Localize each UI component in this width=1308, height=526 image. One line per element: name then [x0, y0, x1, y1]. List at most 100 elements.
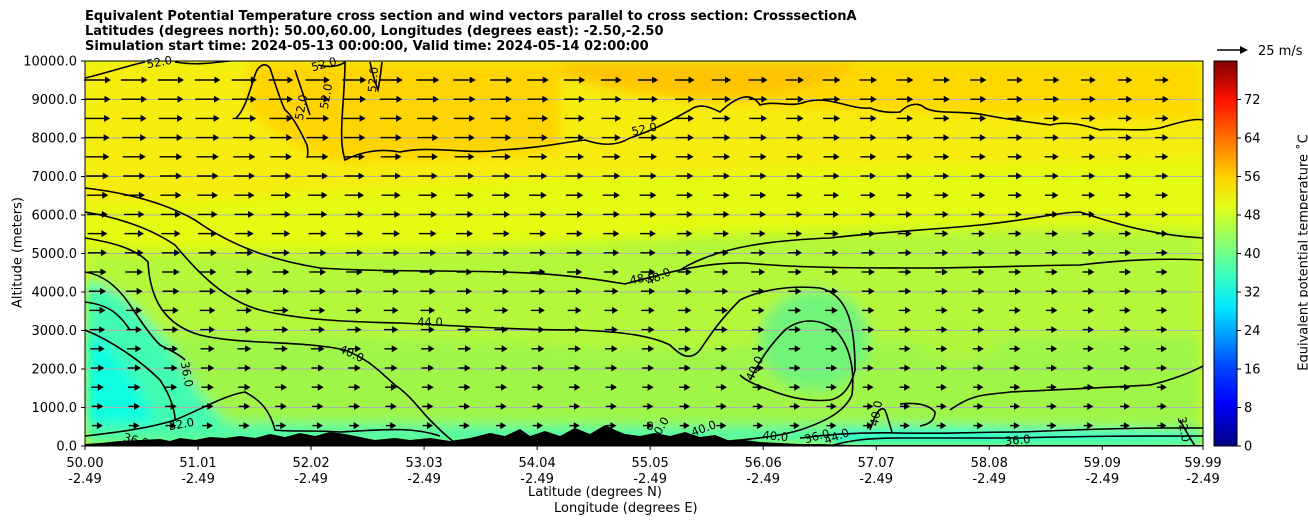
wind-vector-head-icon	[795, 268, 802, 276]
wind-vector-head-icon	[977, 402, 984, 410]
wind-vector-head-icon	[1160, 364, 1167, 372]
wind-vector-head-icon	[540, 191, 547, 199]
wind-vector-head-icon	[722, 287, 729, 295]
wind-vector-head-icon	[99, 326, 106, 334]
wind-vector-head-icon	[760, 153, 767, 161]
x-tick-label-lon: -2.49	[520, 472, 554, 487]
colorbar-tick-label: 56	[1244, 170, 1261, 185]
colorbar-tick-label: 72	[1244, 93, 1261, 108]
wind-vector-head-icon	[980, 114, 987, 122]
wind-vector-head-icon	[575, 306, 582, 314]
wind-vector-head-icon	[468, 134, 475, 142]
wind-vector-head-icon	[941, 287, 948, 295]
wind-vector-head-icon	[1087, 422, 1094, 430]
wind-vector-head-icon	[176, 153, 183, 161]
wind-vector-head-icon	[904, 326, 911, 334]
contour-44-bump	[869, 402, 936, 433]
wind-vector-head-icon	[465, 345, 472, 353]
wind-vector-head-icon	[538, 345, 545, 353]
x-axis-label-longitude: Longitude (degrees E)	[554, 501, 698, 516]
wind-vector-head-icon	[651, 153, 657, 161]
wind-vector-head-icon	[467, 230, 474, 238]
wind-vector-head-icon	[724, 134, 731, 142]
wind-vector-head-icon	[1088, 230, 1095, 238]
contour-label: 52.0	[310, 54, 338, 74]
wind-vector-head-icon	[1088, 191, 1095, 199]
wind-vector-head-icon	[907, 76, 914, 84]
contour-40-edge	[1179, 419, 1196, 446]
wind-vector-head-icon	[1050, 383, 1057, 391]
wind-vector-head-icon	[1015, 191, 1022, 199]
wind-vector-head-icon	[758, 306, 765, 314]
wind-vector-head-icon	[940, 402, 947, 410]
wind-vector-head-icon	[687, 153, 694, 161]
wind-vector-head-icon	[613, 249, 620, 257]
wind-vector-head-icon	[209, 326, 216, 334]
wind-vector-head-icon	[869, 249, 876, 257]
wind-vector-head-icon	[134, 402, 141, 410]
wind-vector-head-icon	[174, 230, 181, 238]
wind-vector-head-icon	[170, 402, 177, 410]
wind-vector-head-icon	[795, 306, 802, 314]
wind-vector-head-icon	[1013, 422, 1020, 430]
wind-vector-head-icon	[794, 364, 801, 372]
wind-vector-head-icon	[1161, 345, 1168, 353]
wind-vector-head-icon	[1014, 383, 1021, 391]
wind-vector-head-icon	[869, 210, 876, 218]
colorbar-tick-label: 0	[1244, 440, 1252, 455]
contour-surface-c	[829, 435, 1203, 446]
wind-vector-head-icon	[830, 422, 837, 430]
wind-vector-head-icon	[980, 95, 987, 103]
contour-surface-a	[85, 391, 441, 437]
wind-vector-head-icon	[318, 326, 325, 334]
wind-vector-head-icon	[833, 191, 840, 199]
wind-vector-head-icon	[940, 383, 947, 391]
y-tick-label: 1000.0	[32, 401, 78, 416]
wind-vector-head-icon	[1015, 249, 1022, 257]
wind-vector-head-icon	[541, 134, 548, 142]
wind-vector-head-icon	[649, 230, 656, 238]
contour-label: 32.0	[167, 415, 195, 433]
wind-vector-head-icon	[1162, 134, 1169, 142]
wind-vector-head-icon	[978, 287, 985, 295]
wind-vector-head-icon	[1124, 364, 1131, 372]
wind-vector-head-icon	[1016, 114, 1023, 122]
wind-vector-head-icon	[1088, 306, 1095, 314]
wind-vector-head-icon	[537, 383, 544, 391]
wind-vector-head-icon	[99, 306, 106, 314]
wind-vector-head-icon	[610, 402, 617, 410]
wind-vector-head-icon	[647, 364, 654, 372]
x-tick-label-lat: 56.06	[745, 456, 782, 471]
wind-vector-head-icon	[979, 210, 986, 218]
wind-vector-head-icon	[832, 230, 839, 238]
wind-vector-head-icon	[1162, 76, 1169, 84]
wind-vector-head-icon	[104, 114, 111, 122]
wind-vector-head-icon	[611, 345, 618, 353]
wind-vector-head-icon	[833, 172, 840, 180]
wind-vector-head-icon	[1126, 95, 1133, 103]
wind-vector-head-icon	[429, 287, 436, 295]
wind-vector-head-icon	[1125, 172, 1132, 180]
wind-vector-head-icon	[537, 402, 544, 410]
wind-vector-head-icon	[1053, 76, 1060, 84]
wind-vector-head-icon	[210, 268, 217, 276]
wind-vector-head-icon	[576, 268, 583, 276]
wind-vector-head-icon	[395, 153, 402, 161]
colorbar-tick-label: 64	[1244, 132, 1261, 147]
wind-vector-head-icon	[1124, 306, 1131, 314]
contour-label: 36.0	[122, 430, 150, 450]
wind-vector-head-icon	[576, 230, 583, 238]
wind-vector-head-icon	[173, 268, 180, 276]
wind-vector-head-icon	[354, 364, 361, 372]
wind-vector-head-icon	[832, 210, 839, 218]
wind-vector-head-icon	[1014, 326, 1021, 334]
wind-vector-head-icon	[319, 306, 326, 314]
wind-vector-head-icon	[541, 172, 548, 180]
wind-vector-head-icon	[137, 230, 144, 238]
wind-vector-head-icon	[1087, 383, 1094, 391]
wind-vector-head-icon	[280, 422, 287, 430]
wind-vector-head-icon	[138, 191, 145, 199]
wind-vector-head-icon	[977, 383, 984, 391]
wind-vector-head-icon	[1051, 249, 1058, 257]
